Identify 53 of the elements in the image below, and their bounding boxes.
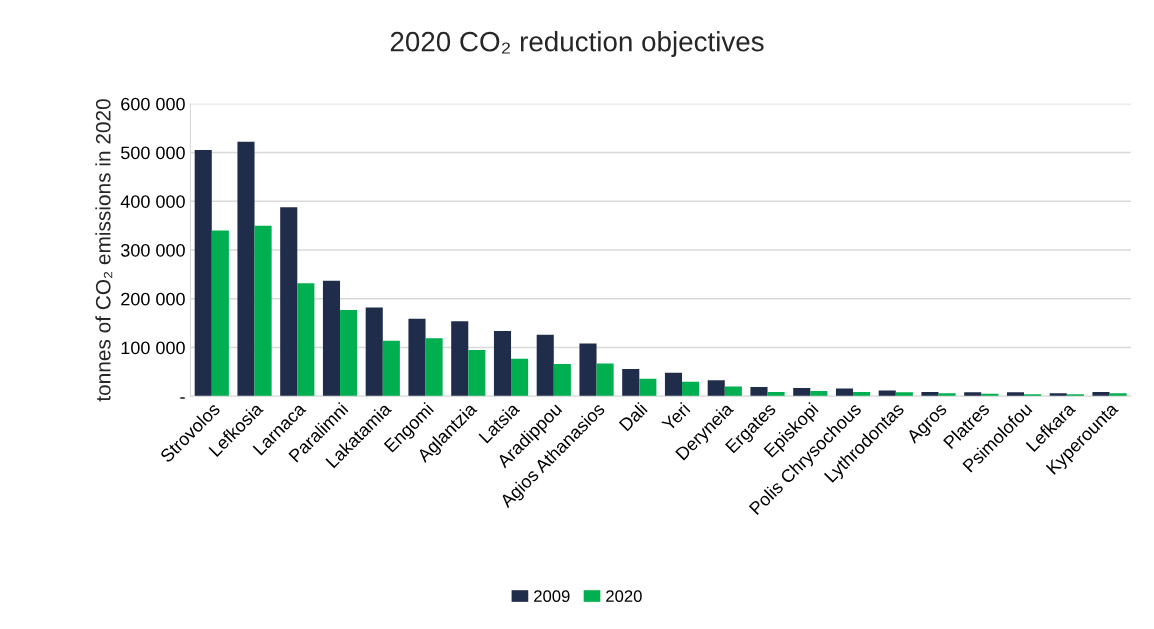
legend-label: 2009 <box>534 590 570 603</box>
bar <box>750 387 768 397</box>
bar <box>297 283 315 397</box>
bar <box>921 391 939 397</box>
y-tick-label: 200 000 <box>121 292 185 306</box>
bar <box>536 334 554 397</box>
bar <box>682 381 700 397</box>
bar <box>340 309 358 397</box>
bar <box>938 393 956 397</box>
bar <box>895 392 913 397</box>
chart-title: 2020 CO₂ reduction objectives <box>390 31 764 57</box>
bar <box>622 368 640 397</box>
bar <box>493 330 512 397</box>
bar <box>964 392 982 397</box>
bar <box>1006 392 1025 397</box>
bar <box>810 390 828 397</box>
bar <box>451 321 469 397</box>
bar <box>194 150 212 397</box>
bar <box>237 141 255 397</box>
bar <box>425 338 443 397</box>
bar <box>1092 391 1110 397</box>
bar <box>664 372 683 397</box>
legend-label: 2020 <box>606 590 642 603</box>
bar <box>878 390 896 397</box>
y-tick-label: 600 000 <box>121 97 185 111</box>
bar <box>767 391 785 397</box>
bar <box>468 349 486 397</box>
bar <box>280 207 298 397</box>
bar <box>724 386 742 397</box>
bar <box>579 343 597 397</box>
bar <box>853 391 871 397</box>
bar <box>639 378 657 397</box>
bar <box>596 363 614 397</box>
bar <box>1109 393 1127 397</box>
bar <box>382 340 400 397</box>
bar <box>793 387 811 397</box>
bar <box>211 230 229 397</box>
y-tick-label: 400 000 <box>120 195 185 208</box>
x-tick-label: Dali <box>618 401 648 432</box>
bar <box>511 358 529 397</box>
bar <box>835 388 854 397</box>
bar <box>322 280 341 397</box>
y-tick-label: 500 000 <box>121 146 185 160</box>
bar <box>408 318 426 397</box>
y-tick-label: 300 000 <box>120 243 185 257</box>
bar <box>365 307 383 397</box>
bar <box>707 380 725 397</box>
bar <box>1049 393 1067 397</box>
y-tick-label: - <box>180 397 185 399</box>
y-tick-label: 100 000 <box>121 341 185 355</box>
bar <box>553 364 571 397</box>
bar <box>254 225 272 397</box>
y-axis-title: tonnes of CO₂ emissions in 2020 <box>95 99 113 402</box>
